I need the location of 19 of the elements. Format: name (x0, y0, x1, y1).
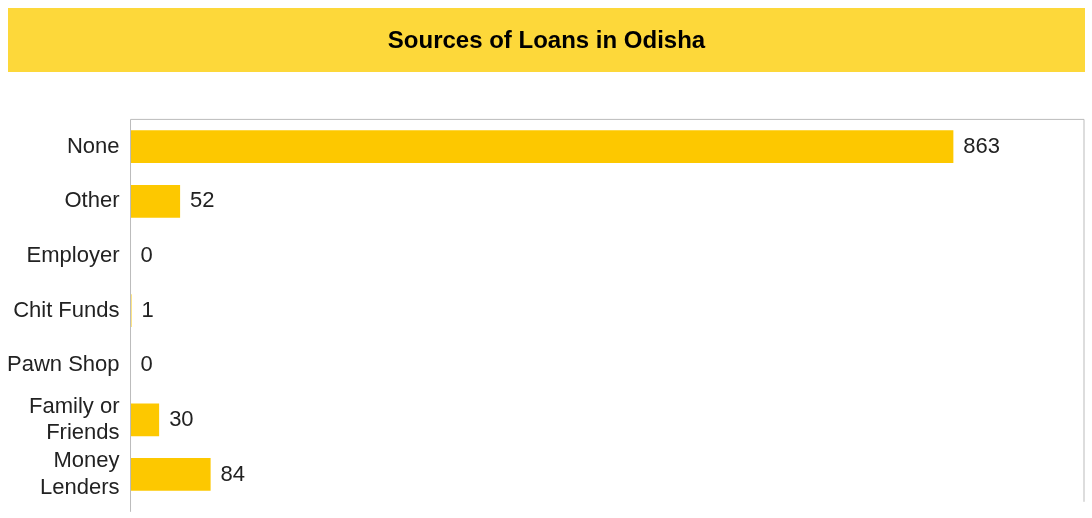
data-label: 84 (220, 460, 246, 486)
data-label: 52 (190, 187, 215, 213)
data-label: 0 (140, 242, 153, 268)
y-tick-label: Pawn Shop (6, 351, 120, 377)
data-label: 1 (141, 296, 154, 322)
data-label: 30 (169, 405, 194, 431)
y-tick-label: Money Lenders (40, 447, 120, 499)
y-tick-label: Employer (26, 242, 120, 268)
bar (130, 458, 211, 491)
y-tick-label: Family or Friends (29, 392, 120, 445)
bar (130, 130, 954, 164)
y-tick-label: Chit Funds (13, 296, 120, 322)
y-tick-label: None (66, 132, 120, 158)
data-label: 863 (963, 132, 1001, 158)
data-label: 0 (140, 351, 153, 377)
y-tick-label: Other (64, 187, 120, 213)
bar (130, 403, 160, 437)
chart-title: Sources of Loans in Odisha (8, 8, 1085, 72)
bar (130, 184, 181, 218)
